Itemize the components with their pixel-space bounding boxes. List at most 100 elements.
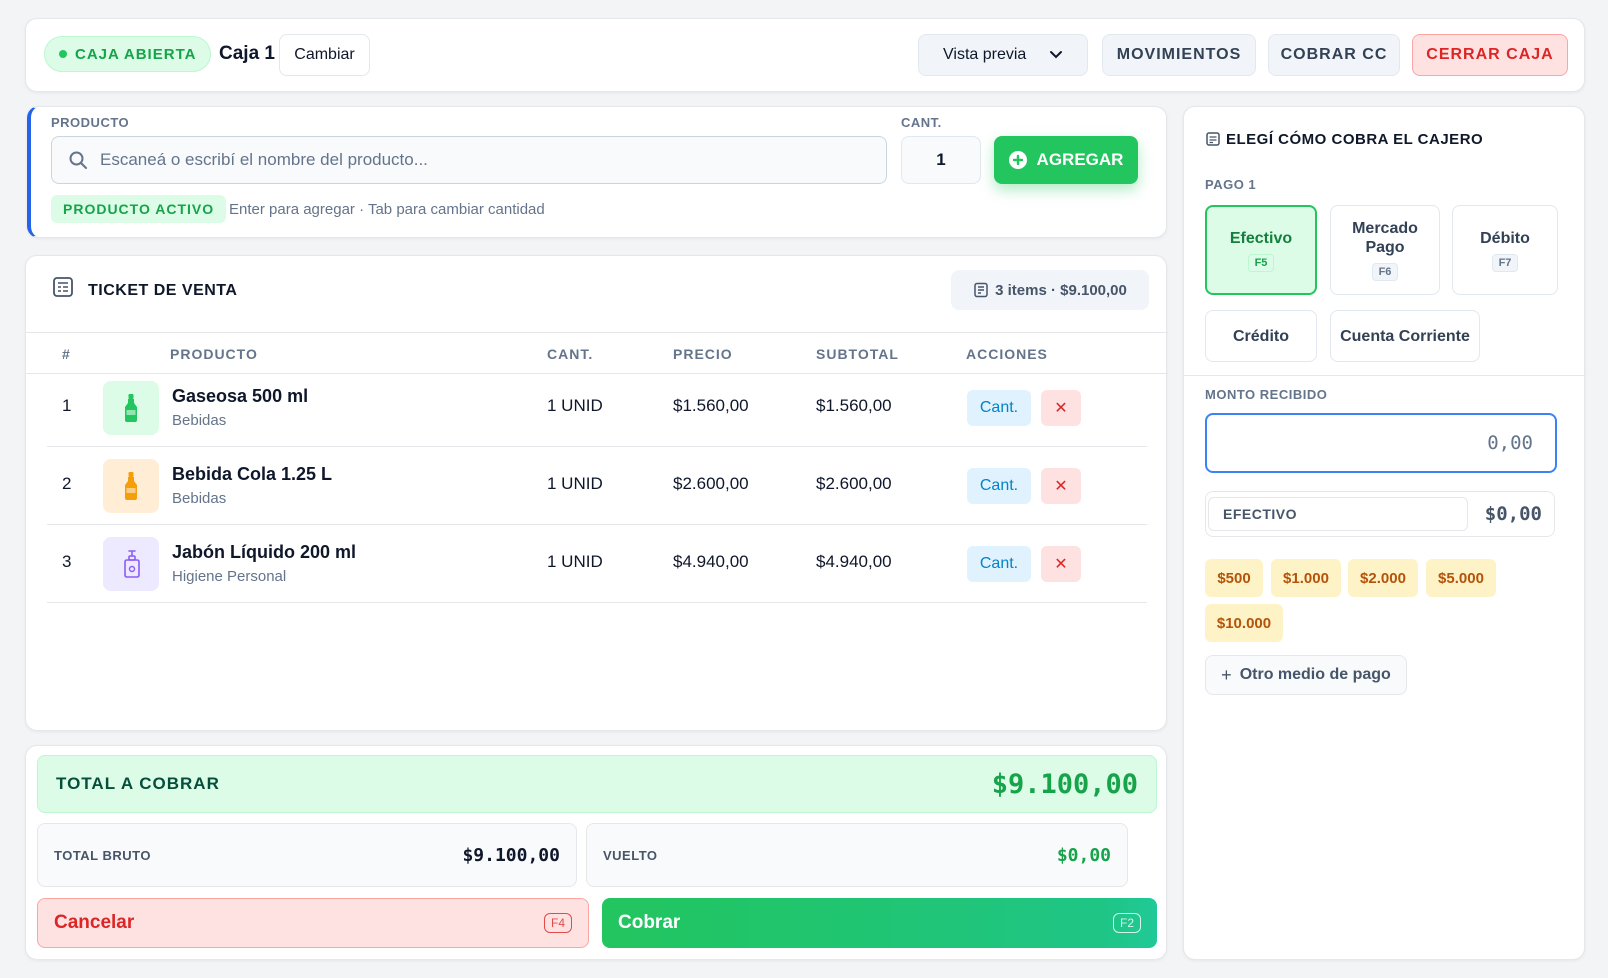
- delete-row-button[interactable]: ✕: [1041, 546, 1081, 582]
- preview-select-label: Vista previa: [943, 46, 1027, 63]
- change-box: VUELTO $0,00: [586, 823, 1128, 887]
- row-subtotal: $1.560,00: [816, 396, 892, 415]
- col-number: #: [62, 346, 71, 362]
- method-row-name: EFECTIVO: [1208, 497, 1468, 531]
- row-number: 2: [62, 474, 72, 493]
- collect-shortcut: F2: [1112, 913, 1141, 933]
- product-name: Bebida Cola 1.25 L: [172, 464, 333, 484]
- table-row: 3 Jabón Líquido 200 ml Higiene Personal …: [47, 524, 1147, 603]
- receipt-small-icon: [974, 282, 988, 298]
- payment-method-row: EFECTIVO $0,00: [1205, 491, 1555, 537]
- movements-button[interactable]: MOVIMIENTOS: [1102, 34, 1256, 76]
- row-number: 1: [62, 396, 72, 415]
- method-row-amount: $0,00: [1484, 503, 1542, 525]
- quick-amount-button[interactable]: $10.000: [1205, 604, 1283, 642]
- pay-method-name: Mercado Pago: [1352, 220, 1418, 256]
- amount-received-input[interactable]: 0,00: [1205, 413, 1557, 473]
- qty-label: CANT.: [901, 115, 942, 130]
- soap-pump-icon: [124, 550, 140, 578]
- table-row: 2 Bebida Cola 1.25 L Bebidas 1 UNID $2.6…: [47, 446, 1147, 525]
- quick-amount-button[interactable]: $500: [1205, 559, 1263, 597]
- pay-method-key: F6: [1371, 263, 1399, 281]
- row-subtotal: $2.600,00: [816, 474, 892, 493]
- divider: [1184, 375, 1586, 376]
- product-entry-panel: PRODUCTO CANT. 1 AGREGAR PRODUCTO ACTIVO…: [27, 106, 1167, 238]
- preview-select[interactable]: Vista previa: [918, 34, 1088, 76]
- row-qty: 1 UNID: [547, 552, 603, 571]
- row-price: $2.600,00: [673, 474, 749, 493]
- search-icon: [69, 151, 87, 169]
- top-bar: CAJA ABIERTA Caja 1 Cambiar Vista previa…: [25, 18, 1585, 92]
- collect-cc-button[interactable]: COBRAR CC: [1268, 34, 1400, 76]
- plus-icon: +: [1221, 664, 1232, 685]
- pay-method-current-account[interactable]: Cuenta Corriente: [1330, 310, 1480, 362]
- row-subtotal: $4.940,00: [816, 552, 892, 571]
- quick-amount-button[interactable]: $2.000: [1348, 559, 1418, 597]
- pay-method-credit[interactable]: Crédito: [1205, 310, 1317, 362]
- register-icon: [1206, 132, 1220, 146]
- gross-total-value: $9.100,00: [462, 844, 560, 866]
- totals-panel: TOTAL A COBRAR $9.100,00 TOTAL BRUTO $9.…: [25, 745, 1167, 960]
- col-product: PRODUCTO: [170, 346, 258, 362]
- row-qty: 1 UNID: [547, 396, 603, 415]
- close-icon: ✕: [1054, 556, 1068, 573]
- bottle-icon: [125, 394, 137, 422]
- payment-title: ELEGÍ CÓMO COBRA EL CAJERO: [1226, 131, 1484, 148]
- cancel-sale-button[interactable]: Cancelar F4: [37, 898, 589, 948]
- table-row: 1 Gaseosa 500 ml Bebidas 1 UNID $1.560,0…: [47, 368, 1147, 447]
- register-status-label: CAJA ABIERTA: [75, 45, 197, 63]
- product-category: Bebidas: [172, 412, 227, 429]
- product-category: Bebidas: [172, 490, 227, 507]
- product-search-field[interactable]: [51, 136, 887, 184]
- product-name: Gaseosa 500 ml: [172, 386, 309, 406]
- pay-method-name: Cuenta Corriente: [1340, 327, 1470, 345]
- quick-amount-button[interactable]: $1.000: [1271, 559, 1341, 597]
- payment-1-label: PAGO 1: [1205, 177, 1257, 192]
- collect-label: Cobrar: [618, 912, 681, 933]
- edit-qty-button[interactable]: Cant.: [967, 468, 1031, 504]
- cancel-label: Cancelar: [54, 912, 135, 933]
- other-payment-method-button[interactable]: + Otro medio de pago: [1205, 655, 1407, 695]
- product-active-badge: PRODUCTO ACTIVO: [51, 195, 227, 223]
- close-register-button[interactable]: CERRAR CAJA: [1412, 34, 1568, 76]
- quick-amount-button[interactable]: $5.000: [1426, 559, 1496, 597]
- row-price: $1.560,00: [673, 396, 749, 415]
- row-price: $4.940,00: [673, 552, 749, 571]
- pay-method-key: F7: [1491, 253, 1519, 272]
- add-product-button[interactable]: AGREGAR: [994, 136, 1138, 184]
- delete-row-button[interactable]: ✕: [1041, 468, 1081, 504]
- qty-input[interactable]: 1: [901, 136, 981, 184]
- edit-qty-button[interactable]: Cant.: [967, 390, 1031, 426]
- delete-row-button[interactable]: ✕: [1041, 390, 1081, 426]
- payment-panel: ELEGÍ CÓMO COBRA EL CAJERO PAGO 1 Efecti…: [1183, 106, 1586, 960]
- sale-ticket-panel: TICKET DE VENTA 3 items · $9.100,00 # PR…: [25, 255, 1168, 731]
- register-status-badge: CAJA ABIERTA: [44, 36, 212, 72]
- register-name: Caja 1: [219, 43, 275, 64]
- plus-circle-icon: [1008, 151, 1027, 169]
- collect-button[interactable]: Cobrar F2: [602, 898, 1157, 948]
- ticket-table-header: # PRODUCTO CANT. PRECIO SUBTOTAL ACCIONE…: [26, 332, 1168, 374]
- gross-total-label: TOTAL BRUTO: [54, 847, 151, 863]
- cancel-shortcut: F4: [543, 913, 572, 933]
- change-value: $0,00: [1056, 844, 1111, 866]
- pay-method-mercado-pago[interactable]: Mercado Pago F6: [1330, 205, 1440, 295]
- edit-qty-button[interactable]: Cant.: [967, 546, 1031, 582]
- pay-method-key: F5: [1247, 253, 1275, 272]
- product-label: PRODUCTO: [51, 115, 130, 130]
- pay-method-cash[interactable]: Efectivo F5: [1205, 205, 1317, 295]
- status-dot-icon: [59, 50, 67, 58]
- product-thumb: [103, 381, 159, 435]
- ticket-summary-badge: 3 items · $9.100,00: [951, 270, 1149, 310]
- keyboard-hint: Enter para agregar · Tab para cambiar ca…: [229, 201, 545, 218]
- change-register-button[interactable]: Cambiar: [279, 34, 370, 76]
- row-qty: 1 UNID: [547, 474, 603, 493]
- col-price: PRECIO: [673, 346, 733, 362]
- pay-method-name: Efectivo: [1229, 229, 1293, 247]
- change-label: VUELTO: [603, 847, 658, 863]
- col-subtotal: SUBTOTAL: [816, 346, 899, 362]
- pay-method-name: Débito: [1480, 229, 1530, 247]
- other-payment-method-label: Otro medio de pago: [1239, 666, 1391, 683]
- pay-method-debit[interactable]: Débito F7: [1452, 205, 1558, 295]
- product-search-input[interactable]: [100, 150, 860, 170]
- col-actions: ACCIONES: [966, 346, 1048, 362]
